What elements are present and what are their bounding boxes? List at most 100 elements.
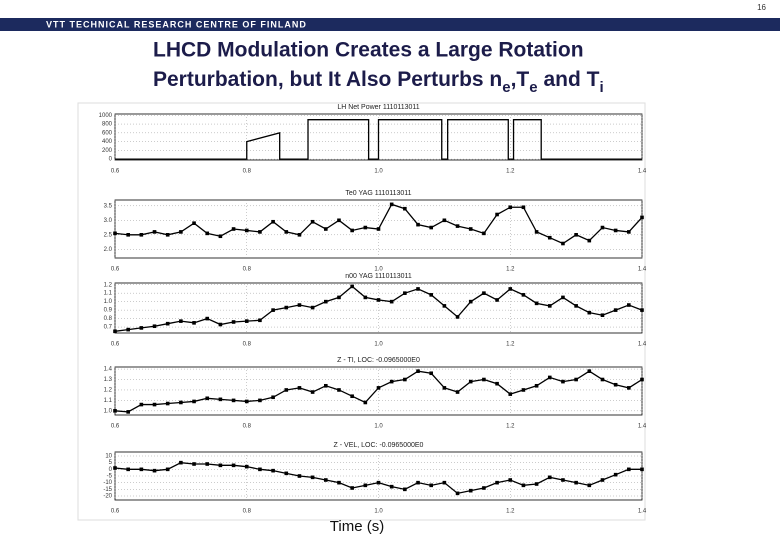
data-point (389, 299, 394, 304)
data-point (350, 228, 354, 233)
y-tick-label: -5 (107, 474, 113, 480)
y-tick-label: 2.5 (104, 232, 113, 238)
data-point (218, 397, 223, 402)
data-point (205, 462, 210, 466)
data-point (284, 471, 289, 476)
data-point (324, 227, 328, 231)
data-point (495, 212, 499, 217)
data-point (416, 287, 420, 291)
data-point (574, 480, 578, 485)
data-point (139, 402, 144, 407)
x-tick-label: 1.0 (374, 267, 383, 273)
data-point (152, 230, 157, 234)
data-point (139, 467, 144, 472)
header: VTT TECHNICAL RESEARCH CENTRE OF FINLAND (46, 19, 307, 29)
x-tick-label: 1.2 (506, 342, 515, 348)
data-point (152, 402, 157, 407)
data-point (165, 321, 170, 326)
title-text: Perturbation, but It Also Perturbs n (153, 68, 502, 91)
data-point (179, 400, 183, 405)
x-tick-label: 1.2 (506, 169, 515, 175)
data-point (574, 304, 578, 308)
y-tick-label: 5 (109, 460, 113, 466)
data-point (416, 369, 420, 373)
data-point (179, 319, 183, 323)
data-point (600, 225, 605, 230)
data-point (534, 383, 539, 388)
data-point (376, 480, 381, 485)
x-tick-label: 0.6 (111, 342, 120, 348)
data-point (218, 234, 223, 239)
data-point (165, 467, 170, 472)
data-point (179, 460, 183, 465)
data-point (468, 227, 473, 231)
data-point (310, 390, 315, 394)
data-point (442, 304, 447, 308)
y-tick-label: 0.8 (104, 316, 113, 322)
data-line (115, 119, 642, 160)
data-point (271, 219, 275, 224)
y-tick-label: 1.3 (104, 377, 113, 383)
data-point (350, 394, 354, 399)
data-point (627, 230, 631, 234)
x-tick-label: 1.4 (638, 509, 647, 515)
data-point (482, 486, 486, 490)
data-point (442, 218, 447, 223)
data-point (389, 202, 394, 207)
data-point (613, 308, 618, 312)
data-point (297, 386, 302, 390)
data-point (587, 483, 592, 488)
data-point (244, 319, 249, 323)
data-point (640, 467, 644, 472)
data-point (324, 383, 328, 388)
data-point (350, 284, 354, 289)
y-tick-label: 2.0 (104, 247, 113, 253)
data-point (139, 326, 144, 330)
data-point (192, 321, 196, 325)
data-point (126, 410, 130, 414)
data-point (640, 215, 644, 220)
y-tick-label: 1.1 (104, 291, 113, 297)
data-point (521, 293, 526, 297)
data-point (179, 230, 183, 234)
data-point (258, 467, 262, 472)
data-point (468, 379, 473, 384)
data-point (468, 299, 473, 304)
data-point (495, 381, 499, 386)
data-point (152, 468, 157, 473)
data-point (126, 467, 130, 472)
data-point (310, 305, 315, 310)
data-point (482, 231, 486, 236)
data-point (600, 377, 605, 382)
x-tick-label: 0.8 (243, 424, 252, 430)
y-tick-label: 400 (102, 139, 113, 145)
data-point (508, 392, 513, 396)
data-point (613, 382, 618, 387)
data-point (363, 225, 368, 230)
x-tick-label: 1.4 (638, 267, 647, 273)
y-tick-label: -15 (103, 487, 112, 493)
data-point (508, 478, 513, 482)
x-tick-label: 1.2 (506, 424, 515, 430)
data-point (547, 375, 552, 380)
data-point (337, 218, 341, 223)
data-point (389, 484, 394, 489)
y-tick-label: 1.0 (104, 408, 113, 414)
x-tick-label: 1.4 (638, 342, 647, 348)
y-tick-label: 600 (102, 130, 113, 136)
x-tick-label: 0.8 (243, 169, 252, 175)
data-point (403, 291, 407, 295)
data-point (429, 483, 433, 488)
data-point (231, 320, 236, 324)
y-tick-label: 0 (109, 467, 113, 473)
x-tick-label: 0.8 (243, 342, 252, 348)
data-point (521, 205, 526, 210)
data-point (139, 233, 144, 237)
data-point (165, 233, 170, 237)
x-tick-label: 0.8 (243, 509, 252, 515)
data-point (627, 467, 631, 472)
y-tick-label: 3.5 (104, 203, 113, 209)
header-bar (0, 18, 780, 31)
data-point (376, 386, 381, 390)
